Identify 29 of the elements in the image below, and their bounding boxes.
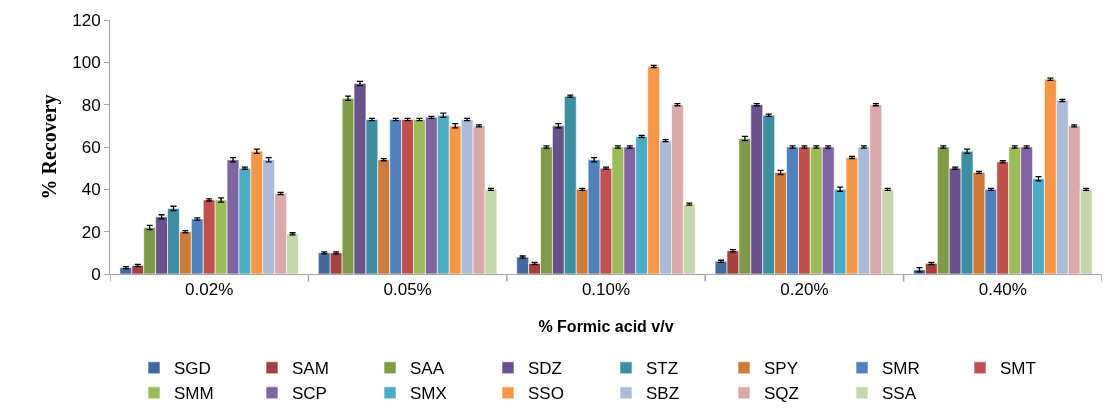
x-tick-label: 0.20% bbox=[780, 280, 829, 300]
legend-label: SSA bbox=[882, 384, 917, 404]
legend-label: SDZ bbox=[528, 359, 562, 379]
x-axis-title: % Formic acid v/v bbox=[538, 318, 674, 336]
y-tick-label: 120 bbox=[72, 10, 101, 30]
y-tick-label: 40 bbox=[81, 180, 101, 200]
y-axis-title: % Recovery bbox=[37, 94, 61, 200]
y-tick-label: 100 bbox=[72, 53, 101, 73]
legend-label: SBZ bbox=[646, 384, 680, 404]
legend-label: SMX bbox=[410, 384, 447, 404]
legend-label: SMM bbox=[174, 384, 214, 404]
legend-label: SAA bbox=[410, 359, 445, 379]
x-tick-label: 0.40% bbox=[978, 280, 1027, 300]
legend-label: SMT bbox=[1000, 359, 1036, 379]
legend-label: SAM bbox=[292, 359, 329, 379]
y-tick-label: 60 bbox=[81, 137, 101, 157]
y-tick-label: 80 bbox=[81, 95, 101, 115]
legend-label: SQZ bbox=[764, 384, 799, 404]
legend-label: SMR bbox=[882, 359, 920, 379]
legend-label: SPY bbox=[764, 359, 799, 379]
legend-label: SSO bbox=[528, 384, 564, 404]
y-tick-label: 0 bbox=[91, 264, 101, 284]
y-tick-label: 20 bbox=[81, 222, 101, 242]
x-tick-label: 0.10% bbox=[581, 280, 631, 300]
x-tick-label: 0.05% bbox=[383, 280, 432, 300]
legend-label: SCP bbox=[292, 384, 327, 404]
x-tick-label: 0.02% bbox=[185, 280, 234, 300]
legend-label: SGD bbox=[174, 359, 211, 379]
legend-label: STZ bbox=[646, 359, 679, 379]
